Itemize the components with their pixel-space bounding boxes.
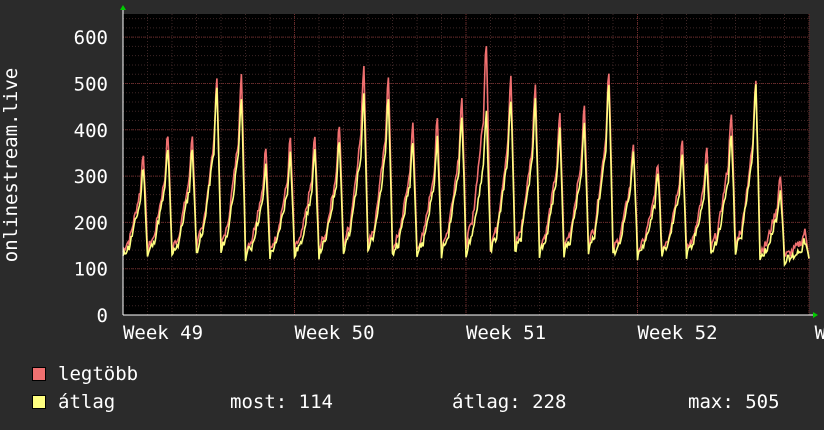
legend-item-max: legtöbb bbox=[32, 363, 138, 385]
series-layer bbox=[122, 46, 810, 267]
y-tick-label: 500 bbox=[74, 73, 108, 95]
x-axis-arrow-icon bbox=[813, 312, 818, 318]
plot-svg: 0 100 200 300 400 500 600 Week 49 Week 50 Week 51… bbox=[0, 5, 824, 344]
y-axis-label: onlinestream.live bbox=[0, 68, 22, 262]
stat-avg: átlag: 228 bbox=[452, 391, 567, 413]
stat-max: max: 505 bbox=[688, 391, 780, 413]
y-tick-label: 100 bbox=[74, 259, 108, 281]
y-tick-label: 300 bbox=[74, 166, 108, 188]
x-tick-label: Week 50 bbox=[294, 322, 374, 344]
legend-label-avg: átlag bbox=[58, 391, 116, 413]
x-tick-label: Week 49 bbox=[123, 322, 203, 344]
axes: 0 100 200 300 400 500 600 Week 49 Week 50 Week 51… bbox=[74, 5, 824, 344]
x-tick-label: Week 0 bbox=[815, 322, 824, 344]
y-tick-label: 200 bbox=[74, 212, 108, 234]
y-tick-label: 400 bbox=[74, 120, 108, 142]
x-tick-label: Week 52 bbox=[637, 322, 717, 344]
legend-swatch-avg bbox=[32, 395, 46, 409]
x-tick-label: Week 51 bbox=[466, 322, 546, 344]
y-tick-label: 600 bbox=[74, 27, 108, 49]
stat-now: most: 114 bbox=[230, 391, 333, 413]
series-line-atlag bbox=[122, 84, 810, 267]
y-axis-arrow-icon bbox=[120, 5, 126, 10]
legend-label-max: legtöbb bbox=[58, 363, 139, 385]
y-tick-label: 0 bbox=[97, 305, 108, 327]
legend-swatch-max bbox=[32, 367, 46, 381]
grid bbox=[122, 14, 810, 316]
legend-item-avg: átlag bbox=[32, 391, 115, 413]
